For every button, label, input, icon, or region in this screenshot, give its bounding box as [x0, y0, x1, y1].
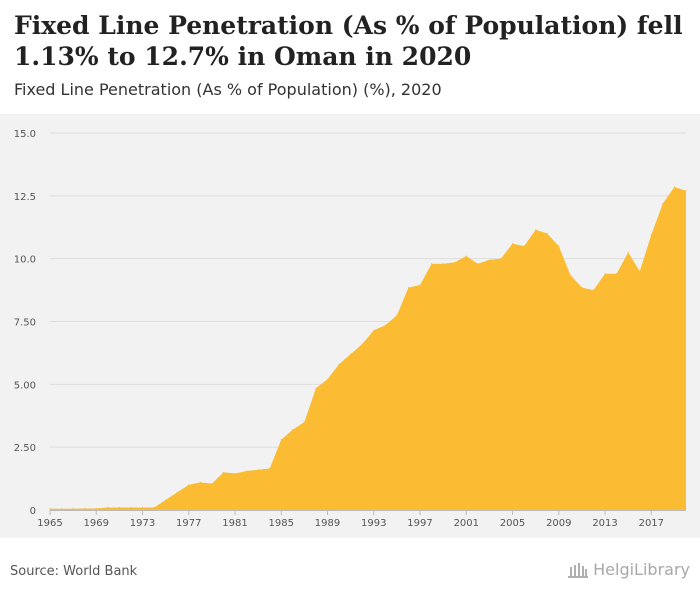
data-point	[188, 484, 190, 486]
data-point	[454, 261, 456, 264]
data-point	[477, 263, 479, 265]
x-tick-label: 2005	[500, 518, 525, 529]
data-point	[234, 472, 236, 475]
data-point	[95, 507, 97, 510]
y-tick-label: 15.0	[14, 129, 36, 140]
data-point	[280, 439, 282, 441]
data-point	[176, 491, 178, 494]
data-point	[361, 343, 363, 345]
source-note: Source: World Bank	[10, 564, 138, 579]
x-tick-label: 1993	[361, 518, 386, 529]
data-point	[60, 508, 63, 510]
data-point	[315, 387, 317, 389]
data-point	[535, 229, 537, 231]
data-point	[222, 471, 225, 473]
data-point	[419, 284, 421, 286]
data-point	[72, 508, 74, 510]
x-tick-label: 1989	[315, 518, 340, 529]
data-point	[130, 506, 132, 509]
library-building-icon	[568, 562, 589, 578]
data-point	[326, 378, 329, 380]
data-point	[604, 273, 606, 275]
x-tick-label: 1981	[222, 518, 247, 529]
area-chart: 0 2.50 5.00 7.50 10.0 12.5 15.0 1965 1969 1973 197…	[14, 129, 687, 529]
data-point	[511, 242, 514, 245]
data-point	[373, 329, 375, 331]
chart-subtitle: Fixed Line Penetration (As % of Populati…	[14, 80, 442, 99]
data-point	[673, 186, 676, 188]
data-point	[338, 363, 340, 365]
data-point	[616, 273, 618, 275]
data-point	[650, 234, 652, 236]
data-point	[384, 324, 386, 326]
data-point	[141, 506, 144, 509]
x-tick-label: 2001	[454, 518, 479, 529]
x-tick-label: 1977	[176, 518, 201, 529]
y-tick-label: 2.50	[14, 443, 36, 454]
data-point	[199, 481, 201, 483]
x-tick-label: 1973	[130, 518, 155, 529]
data-point	[257, 469, 259, 471]
data-point	[303, 421, 305, 423]
data-point	[442, 263, 444, 265]
data-point	[558, 245, 560, 247]
data-point	[407, 286, 410, 289]
data-point	[165, 499, 167, 501]
data-point	[49, 508, 51, 510]
data-point	[269, 467, 271, 470]
x-tick-label: 2009	[546, 518, 571, 529]
data-point	[84, 507, 86, 510]
data-point	[592, 289, 595, 291]
chart-title: Fixed Line Penetration (As % of Populati…	[14, 11, 683, 71]
data-point	[153, 506, 155, 509]
data-point	[581, 286, 583, 289]
x-tick-label: 1985	[269, 518, 294, 529]
x-tick-label: 2017	[639, 518, 664, 529]
data-point	[500, 258, 502, 260]
data-point	[245, 470, 248, 472]
data-point	[523, 245, 525, 247]
y-tick-label: 5.00	[14, 380, 36, 391]
x-tick-label: 1969	[84, 518, 109, 529]
y-tick-label: 0	[30, 506, 36, 517]
x-tick-label: 1997	[407, 518, 432, 529]
data-point	[569, 274, 571, 276]
y-tick-label: 7.50	[14, 318, 36, 329]
data-point	[662, 202, 664, 204]
data-point	[627, 251, 629, 253]
data-point	[685, 190, 687, 192]
series-area	[50, 187, 686, 510]
data-point	[488, 259, 491, 261]
helgi-library-logo: HelgiLibrary	[567, 560, 690, 579]
y-tick-label: 12.5	[14, 192, 36, 203]
data-point	[350, 353, 352, 355]
data-point	[211, 483, 213, 485]
brand-name: HelgiLibrary	[593, 560, 690, 579]
data-point	[107, 506, 109, 509]
data-point	[546, 232, 548, 235]
data-point	[465, 255, 467, 257]
x-tick-label: 2013	[592, 518, 617, 529]
y-tick-label: 10.0	[14, 255, 36, 266]
x-tick-label: 1965	[37, 518, 62, 529]
data-point	[639, 270, 641, 272]
data-point	[431, 263, 433, 265]
data-point	[292, 428, 294, 431]
data-point	[118, 506, 120, 509]
data-point	[396, 314, 398, 316]
